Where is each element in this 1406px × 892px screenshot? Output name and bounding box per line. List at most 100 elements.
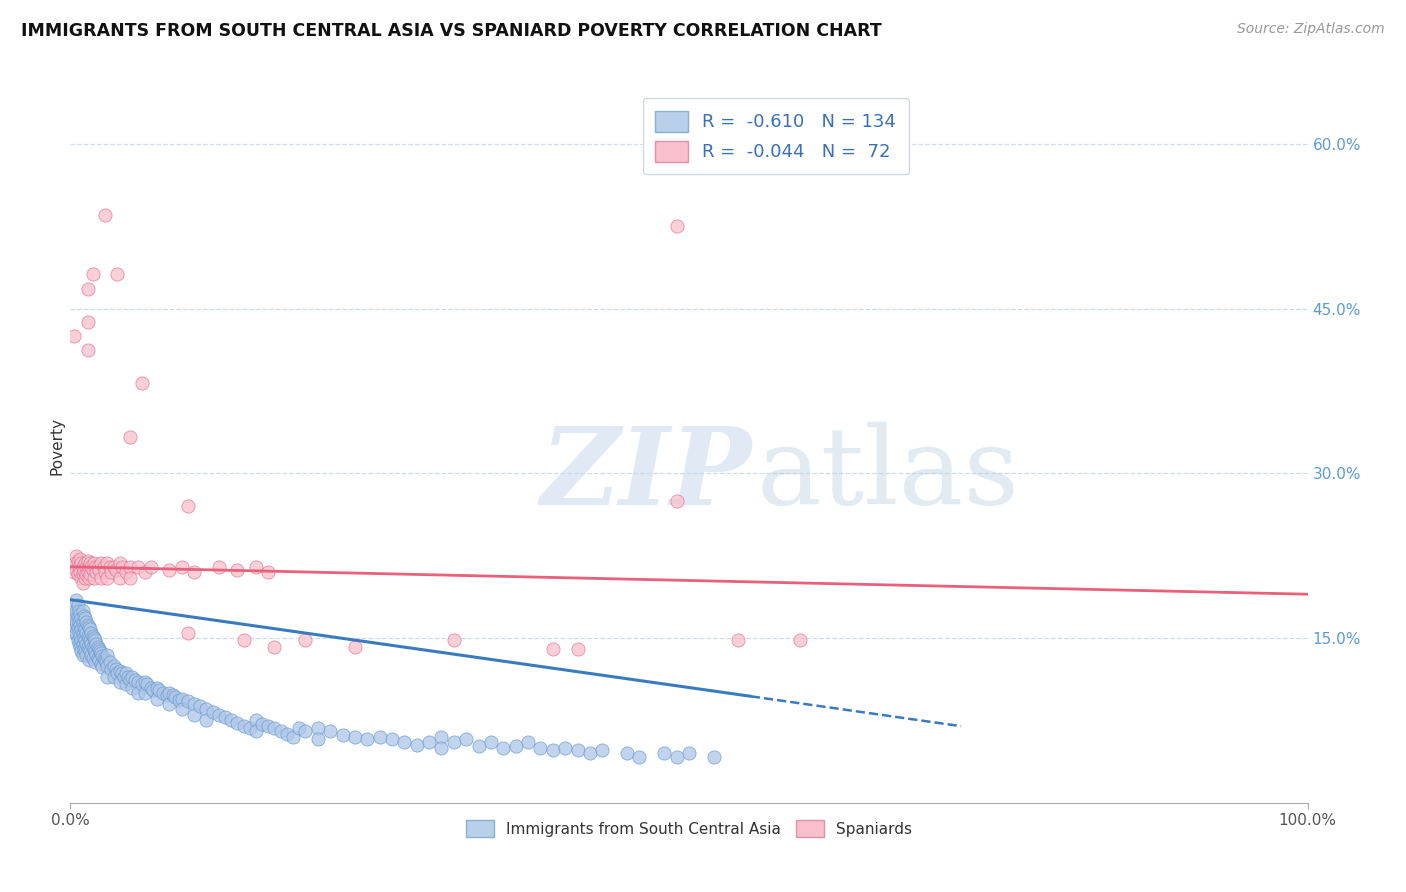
Point xyxy=(281,730,304,744)
Point xyxy=(541,642,564,657)
Point xyxy=(80,625,103,640)
Point xyxy=(146,681,169,695)
Point xyxy=(84,559,107,574)
Point xyxy=(146,691,169,706)
Point xyxy=(567,642,589,657)
Point xyxy=(112,669,135,683)
Point xyxy=(82,640,104,654)
Point xyxy=(263,640,285,654)
Point xyxy=(356,732,378,747)
Point xyxy=(142,682,165,697)
Text: atlas: atlas xyxy=(756,422,1019,527)
Point xyxy=(65,604,87,618)
Point xyxy=(418,735,440,749)
Point xyxy=(77,642,100,657)
Point xyxy=(73,609,96,624)
Point xyxy=(111,666,134,681)
Point xyxy=(63,615,86,629)
Point xyxy=(76,618,98,632)
Point xyxy=(319,724,342,739)
Point xyxy=(118,559,141,574)
Point xyxy=(332,728,354,742)
Point xyxy=(111,559,134,574)
Point xyxy=(79,644,101,658)
Point xyxy=(79,633,101,648)
Point xyxy=(80,637,103,651)
Point xyxy=(63,625,86,640)
Legend: Immigrants from South Central Asia, Spaniards: Immigrants from South Central Asia, Span… xyxy=(458,813,920,845)
Point xyxy=(80,559,103,574)
Point xyxy=(69,629,91,643)
Point xyxy=(139,681,162,695)
Point xyxy=(91,659,114,673)
Point xyxy=(105,666,128,681)
Point xyxy=(177,694,200,708)
Point xyxy=(62,559,84,574)
Point xyxy=(118,673,141,687)
Point xyxy=(170,702,193,716)
Point xyxy=(591,743,613,757)
Point xyxy=(90,647,112,661)
Point xyxy=(76,566,98,580)
Point xyxy=(82,563,104,577)
Point xyxy=(517,735,540,749)
Point xyxy=(75,559,97,574)
Point xyxy=(96,669,118,683)
Point xyxy=(84,644,107,658)
Point xyxy=(170,559,193,574)
Point xyxy=(165,690,187,705)
Point xyxy=(245,559,267,574)
Point xyxy=(157,686,180,700)
Point xyxy=(87,642,110,657)
Point xyxy=(139,559,162,574)
Point xyxy=(73,631,96,645)
Point xyxy=(72,615,94,629)
Point xyxy=(239,721,262,735)
Point xyxy=(75,644,97,658)
Point xyxy=(69,640,91,654)
Point xyxy=(73,620,96,634)
Point xyxy=(65,549,87,563)
Point xyxy=(96,658,118,673)
Point xyxy=(70,644,93,658)
Point xyxy=(69,607,91,621)
Point xyxy=(75,637,97,651)
Point xyxy=(232,633,254,648)
Point xyxy=(121,681,143,695)
Point xyxy=(76,554,98,568)
Point xyxy=(82,651,104,665)
Point xyxy=(152,686,174,700)
Point xyxy=(89,644,111,658)
Point xyxy=(208,708,231,723)
Point xyxy=(67,604,90,618)
Point xyxy=(75,567,97,582)
Point xyxy=(82,267,104,281)
Point xyxy=(65,563,87,577)
Point xyxy=(276,726,298,740)
Point xyxy=(90,571,112,585)
Point xyxy=(157,563,180,577)
Point xyxy=(170,691,193,706)
Point xyxy=(79,567,101,582)
Point xyxy=(76,640,98,654)
Point xyxy=(479,735,502,749)
Point xyxy=(678,747,700,761)
Point xyxy=(84,655,107,669)
Point xyxy=(652,747,675,761)
Point xyxy=(219,714,242,728)
Point xyxy=(131,376,153,391)
Point xyxy=(394,735,416,749)
Point xyxy=(127,675,149,690)
Y-axis label: Poverty: Poverty xyxy=(49,417,65,475)
Point xyxy=(77,559,100,574)
Point xyxy=(90,557,112,571)
Point xyxy=(83,571,105,585)
Point xyxy=(195,702,218,716)
Point xyxy=(86,559,108,574)
Point xyxy=(84,633,107,648)
Point xyxy=(727,633,749,648)
Point xyxy=(183,708,205,723)
Point xyxy=(96,655,118,669)
Point xyxy=(65,557,87,571)
Point xyxy=(70,557,93,571)
